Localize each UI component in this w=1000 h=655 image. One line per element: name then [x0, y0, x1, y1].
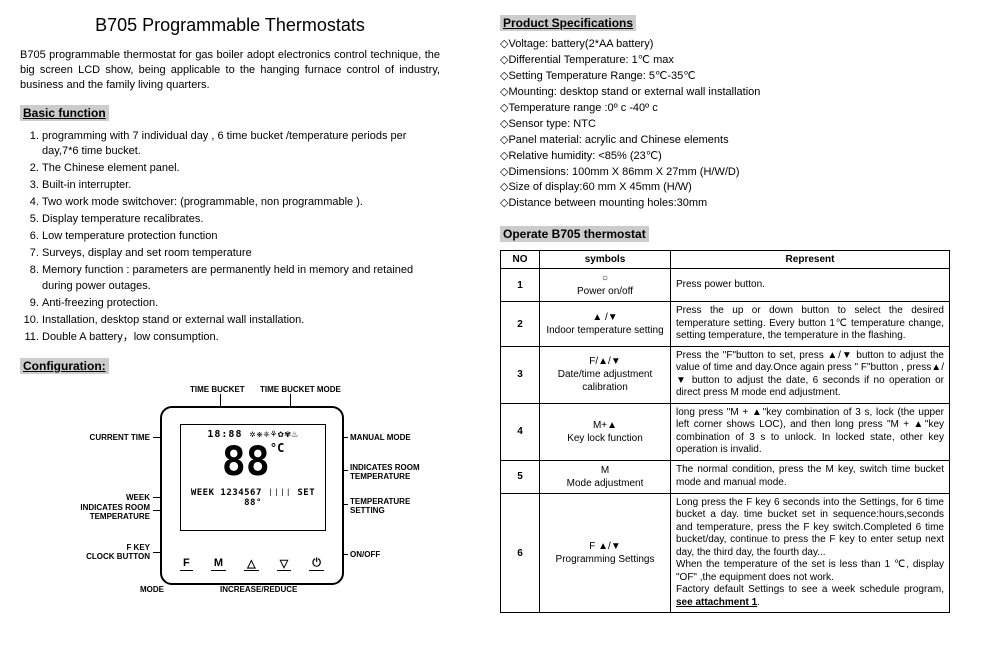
cell-no: 2: [501, 302, 540, 347]
thermostat-diagram: TIME BUCKET TIME BUCKET MODE CURRENT TIM…: [20, 386, 440, 606]
spec-item: Relative humidity: <85% (23℃): [500, 149, 950, 165]
cell-symbol: ▲ /▼Indoor temperature setting: [540, 302, 671, 347]
spec-item: Sensor type: NTC: [500, 117, 950, 133]
label-indicates-room-temp-2: INDICATES ROOM TEMPERATURE: [55, 504, 150, 522]
btn-up: △: [244, 557, 258, 571]
label-f-key: F KEY CLOCK BUTTON: [75, 544, 150, 562]
cell-symbol: M+▲Key lock function: [540, 403, 671, 460]
cell-represent: The normal condition, press the M key, s…: [671, 460, 950, 493]
basic-item: Installation, desktop stand or external …: [42, 313, 440, 329]
operate-table: NO symbols Represent 1○Power on/offPress…: [500, 250, 950, 613]
basic-item: Double A battery，low consumption.: [42, 330, 440, 346]
th-no: NO: [501, 251, 540, 269]
label-time-bucket-mode: TIME BUCKET MODE: [260, 386, 341, 395]
intro-text: B705 programmable thermostat for gas boi…: [20, 48, 440, 93]
spec-item: Distance between mounting holes:30mm: [500, 196, 950, 212]
cell-represent: long press "M + ▲"key combination of 3 s…: [671, 403, 950, 460]
basic-function-head: Basic function: [20, 105, 109, 121]
label-week: WEEK: [115, 494, 150, 503]
device-body: 18:88 ✲❋❈⚘✿✾♨ 88°C WEEK 1234567 ❘❘❘❘ SET…: [160, 406, 344, 585]
th-symbols: symbols: [540, 251, 671, 269]
basic-item: Surveys, display and set room temperatur…: [42, 246, 440, 262]
lcd-big-temp: 88°C: [181, 442, 325, 482]
cell-no: 6: [501, 493, 540, 613]
lcd-bottom-row: WEEK 1234567 ❘❘❘❘ SET 88°: [181, 488, 325, 508]
basic-function-list: programming with 7 individual day , 6 ti…: [20, 129, 440, 346]
table-row: 2▲ /▼Indoor temperature settingPress the…: [501, 302, 950, 347]
product-spec-head: Product Specifications: [500, 15, 636, 31]
lcd-screen: 18:88 ✲❋❈⚘✿✾♨ 88°C WEEK 1234567 ❘❘❘❘ SET…: [180, 424, 326, 531]
table-row: 6F ▲/▼Programming SettingsLong press the…: [501, 493, 950, 613]
label-manual-mode: MANUAL MODE: [350, 434, 411, 443]
cell-represent: Press power button.: [671, 269, 950, 302]
spec-item: Dimensions: 100mm X 86mm X 27mm (H/W/D): [500, 165, 950, 181]
cell-represent: Press the "F"button to set, press ▲/▼ bu…: [671, 346, 950, 403]
spec-item: Panel material: acrylic and Chinese elem…: [500, 133, 950, 149]
cell-represent: Long press the F key 6 seconds into the …: [671, 493, 950, 613]
basic-item: Two work mode switchover: (programmable,…: [42, 195, 440, 211]
th-represent: Represent: [671, 251, 950, 269]
btn-power: ⏻: [309, 557, 324, 571]
spec-item: Differential Temperature: 1℃ max: [500, 53, 950, 69]
label-temperature-setting: TEMPERATURE SETTING: [350, 498, 410, 516]
cell-no: 5: [501, 460, 540, 493]
cell-symbol: F ▲/▼Programming Settings: [540, 493, 671, 613]
btn-f: F: [180, 557, 193, 571]
button-row: F M △ ▽ ⏻: [180, 557, 324, 571]
label-onoff: ON/OFF: [350, 551, 380, 560]
cell-represent: Press the up or down button to select th…: [671, 302, 950, 347]
page-title: B705 Programmable Thermostats: [20, 15, 440, 36]
label-time-bucket: TIME BUCKET: [190, 386, 245, 395]
basic-item: Memory function : parameters are permane…: [42, 263, 440, 295]
label-current-time: CURRENT TIME: [60, 434, 150, 443]
spec-item: Mounting: desktop stand or external wall…: [500, 85, 950, 101]
basic-item: Built-in interrupter.: [42, 178, 440, 194]
spec-item: Setting Temperature Range: 5℃-35℃: [500, 69, 950, 85]
cell-symbol: ○Power on/off: [540, 269, 671, 302]
spec-list: Voltage: battery(2*AA battery)Differenti…: [500, 37, 950, 212]
basic-item: Low temperature protection function: [42, 229, 440, 245]
btn-down: ▽: [277, 557, 291, 571]
btn-m: M: [211, 557, 226, 571]
spec-item: Size of display:60 mm X 45mm (H/W): [500, 180, 950, 196]
spec-item: Temperature range :0º c -40º c: [500, 101, 950, 117]
table-row: 1○Power on/offPress power button.: [501, 269, 950, 302]
label-mode: MODE: [140, 586, 164, 595]
table-row: 4M+▲Key lock functionlong press "M + ▲"k…: [501, 403, 950, 460]
basic-item: programming with 7 individual day , 6 ti…: [42, 129, 440, 161]
basic-item: The Chinese element panel.: [42, 161, 440, 177]
operate-head: Operate B705 thermostat: [500, 226, 649, 242]
table-row: 3F/▲/▼Date/time adjustment calibrationPr…: [501, 346, 950, 403]
label-increase-reduce: INCREASE/REDUCE: [220, 586, 297, 595]
cell-symbol: MMode adjustment: [540, 460, 671, 493]
cell-no: 3: [501, 346, 540, 403]
basic-item: Display temperature recalibrates.: [42, 212, 440, 228]
cell-symbol: F/▲/▼Date/time adjustment calibration: [540, 346, 671, 403]
cell-no: 1: [501, 269, 540, 302]
basic-item: Anti-freezing protection.: [42, 296, 440, 312]
spec-item: Voltage: battery(2*AA battery): [500, 37, 950, 53]
table-row: 5MMode adjustmentThe normal condition, p…: [501, 460, 950, 493]
label-indicates-room-temp: INDICATES ROOM TEMPERATURE: [350, 464, 420, 482]
cell-no: 4: [501, 403, 540, 460]
configuration-head: Configuration:: [20, 358, 109, 374]
